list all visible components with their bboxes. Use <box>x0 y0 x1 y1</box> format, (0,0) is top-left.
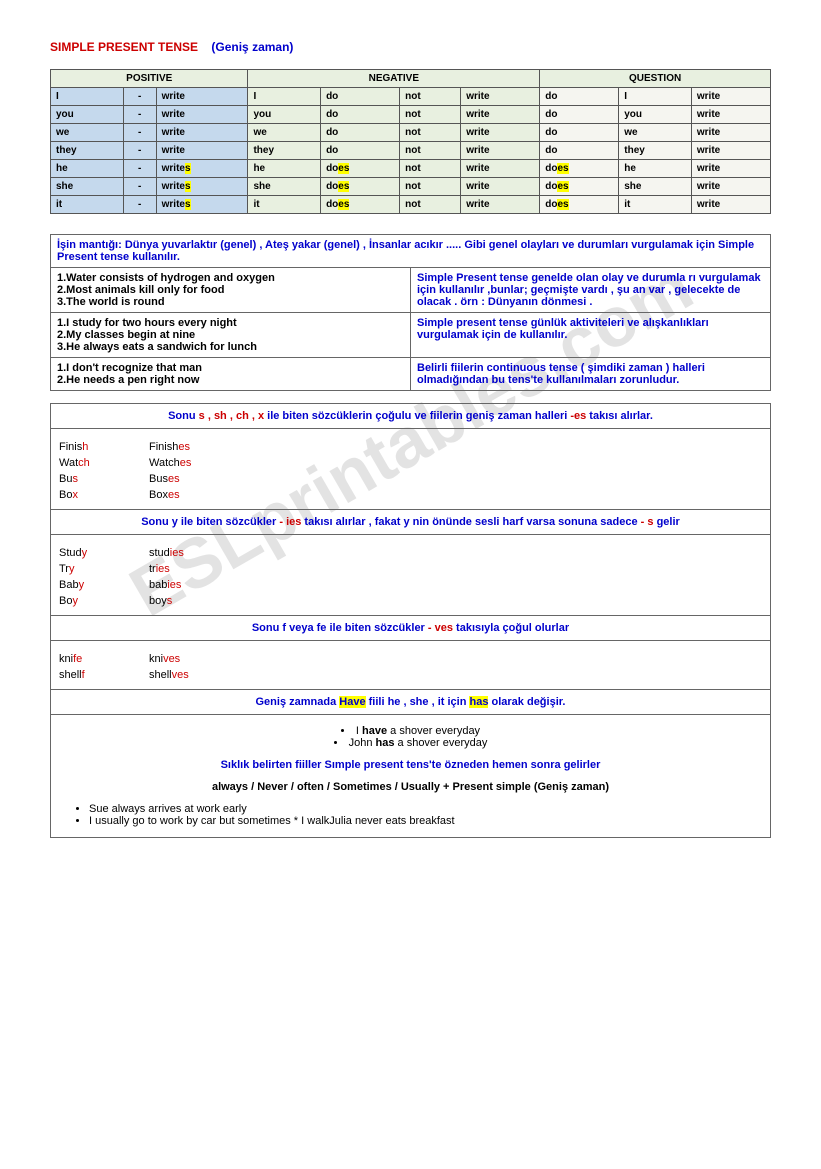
rule4-formula: always / Never / often / Sometimes / Usu… <box>59 781 762 793</box>
rule2-head: Sonu y ile biten sözcükler - ies takısı … <box>51 510 771 535</box>
rule1-words: FinishFinishesWatchWatchesBusBusesBoxBox… <box>51 429 771 510</box>
header-positive: POSITIVE <box>51 70 248 88</box>
title-blue: (Geniş zaman) <box>211 40 293 54</box>
rule1-head: Sonu s , sh , ch , x ile biten sözcükler… <box>51 404 771 429</box>
rule4-example: I usually go to work by car but sometime… <box>89 815 762 827</box>
rule4-bullet: I have a shover everyday <box>59 725 762 737</box>
rule4-head: Geniş zamnada Have fiili he , she , it i… <box>51 690 771 715</box>
header-question: QUESTION <box>540 70 771 88</box>
header-negative: NEGATIVE <box>248 70 540 88</box>
info-table: İşin mantığı: Dünya yuvarlaktır (genel) … <box>50 234 771 391</box>
rule4-example: Sue always arrives at work early <box>89 803 762 815</box>
rule4-sub: Sıklık belirten fiiller Sımple present t… <box>59 759 762 771</box>
rule4-body: I have a shover everyday John has a shov… <box>51 715 771 838</box>
rule3-head: Sonu f veya fe ile biten sözcükler - ves… <box>51 616 771 641</box>
title-red: SIMPLE PRESENT TENSE <box>50 40 198 54</box>
rule2-words: StudystudiesTrytriesBabybabiesBoyboys <box>51 535 771 616</box>
rules-table: Sonu s , sh , ch , x ile biten sözcükler… <box>50 403 771 838</box>
rule4-bullet: John has a shover everyday <box>59 737 762 749</box>
info-header: İşin mantığı: Dünya yuvarlaktır (genel) … <box>51 235 771 268</box>
rule3-words: knifeknivesshellfshellves <box>51 641 771 690</box>
conjugation-table: POSITIVE NEGATIVE QUESTION I-writeIdonot… <box>50 69 771 214</box>
page-title: SIMPLE PRESENT TENSE (Geniş zaman) <box>50 40 771 54</box>
